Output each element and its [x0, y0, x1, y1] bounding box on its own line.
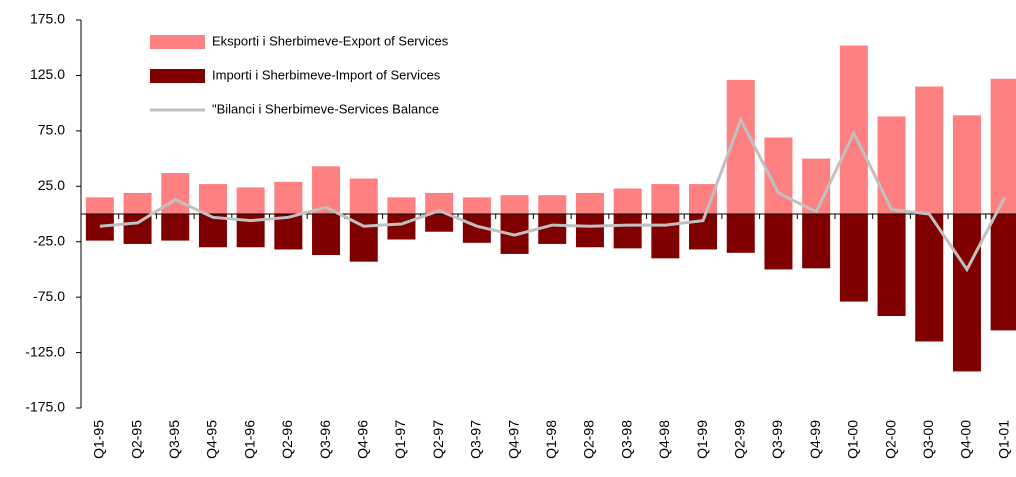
bar	[161, 214, 190, 241]
bar	[123, 214, 152, 244]
bar	[425, 214, 454, 232]
x-tick-label: Q1-95	[91, 420, 107, 459]
y-tick-label: -25.0	[33, 232, 65, 248]
bar	[802, 158, 831, 214]
plot-area: -175.0 -125.0 -75.0 -25.0 25.0 75.0 125.0 175.0…	[25, 11, 1016, 459]
bar	[651, 214, 680, 259]
x-tick-label: Q3-98	[618, 420, 634, 459]
bar	[274, 181, 303, 214]
bar	[877, 116, 906, 214]
x-tick-label: Q2-98	[581, 420, 597, 459]
bar	[915, 214, 944, 342]
bar	[689, 184, 718, 214]
x-tick-label: Q2-97	[430, 420, 446, 459]
x-tick-label: Q3-99	[769, 420, 785, 459]
x-tick-label: Q1-01	[995, 420, 1011, 459]
legend-swatch	[150, 69, 205, 83]
y-tick-label: -175.0	[25, 399, 65, 415]
bar	[387, 197, 416, 214]
bar	[387, 214, 416, 240]
legend-label: Importi i Sherbimeve-Import of Services	[212, 67, 441, 82]
bar	[952, 214, 981, 372]
bar	[952, 115, 981, 214]
x-tick-label: Q3-96	[317, 420, 333, 459]
bar	[613, 214, 642, 249]
x-tick-label: Q1-96	[241, 420, 257, 459]
y-tick-label: -75.0	[33, 288, 65, 304]
x-tick-label: Q2-99	[731, 420, 747, 459]
bar	[349, 178, 378, 214]
x-tick-label: Q4-00	[958, 420, 974, 459]
bar	[161, 172, 190, 214]
x-tick-label: Q2-95	[128, 420, 144, 459]
x-tick-label: Q1-00	[845, 420, 861, 459]
x-tick-label: Q3-95	[166, 420, 182, 459]
bar	[613, 188, 642, 214]
x-tick-label: Q4-97	[505, 420, 521, 459]
legend-label: "Bilanci i Sherbimeve-Services Balance	[212, 101, 439, 116]
bar	[425, 192, 454, 214]
bar	[802, 214, 831, 269]
legend-label: Eksporti i Sherbimeve-Export of Services	[212, 33, 449, 48]
bar	[764, 214, 793, 270]
x-tick-label: Q2-96	[279, 420, 295, 459]
bar	[726, 214, 755, 253]
x-tick-label: Q4-96	[354, 420, 370, 459]
legend-swatch	[150, 35, 205, 49]
x-tick-label: Q4-98	[656, 420, 672, 459]
x-tick-label: Q1-97	[392, 420, 408, 459]
bar	[575, 214, 604, 248]
bar	[85, 214, 114, 241]
x-tick-label: Q1-98	[543, 420, 559, 459]
y-tick-label: 175.0	[30, 11, 65, 27]
y-tick-label: 125.0	[30, 66, 65, 82]
x-tick-label: Q1-99	[694, 420, 710, 459]
bar	[915, 86, 944, 214]
bar	[990, 214, 1016, 331]
bar	[500, 195, 529, 214]
bar	[462, 197, 491, 214]
x-tick-label: Q4-99	[807, 420, 823, 459]
bar	[85, 197, 114, 214]
x-tick-label: Q3-00	[920, 420, 936, 459]
bar	[651, 184, 680, 214]
x-tick-label: Q2-00	[882, 420, 898, 459]
y-tick-label: 25.0	[38, 177, 65, 193]
bar	[123, 192, 152, 214]
bar	[312, 214, 341, 256]
x-tick-label: Q3-97	[468, 420, 484, 459]
bar	[839, 214, 868, 302]
y-tick-label: 75.0	[38, 122, 65, 138]
bar	[575, 192, 604, 214]
bar	[538, 195, 567, 214]
bar	[198, 184, 227, 214]
bar	[877, 214, 906, 316]
x-tick-label: Q4-95	[204, 420, 220, 459]
bar	[990, 78, 1016, 214]
bar	[274, 214, 303, 250]
bar	[236, 187, 265, 214]
line	[99, 116, 1006, 273]
y-tick-label: -125.0	[25, 343, 65, 359]
